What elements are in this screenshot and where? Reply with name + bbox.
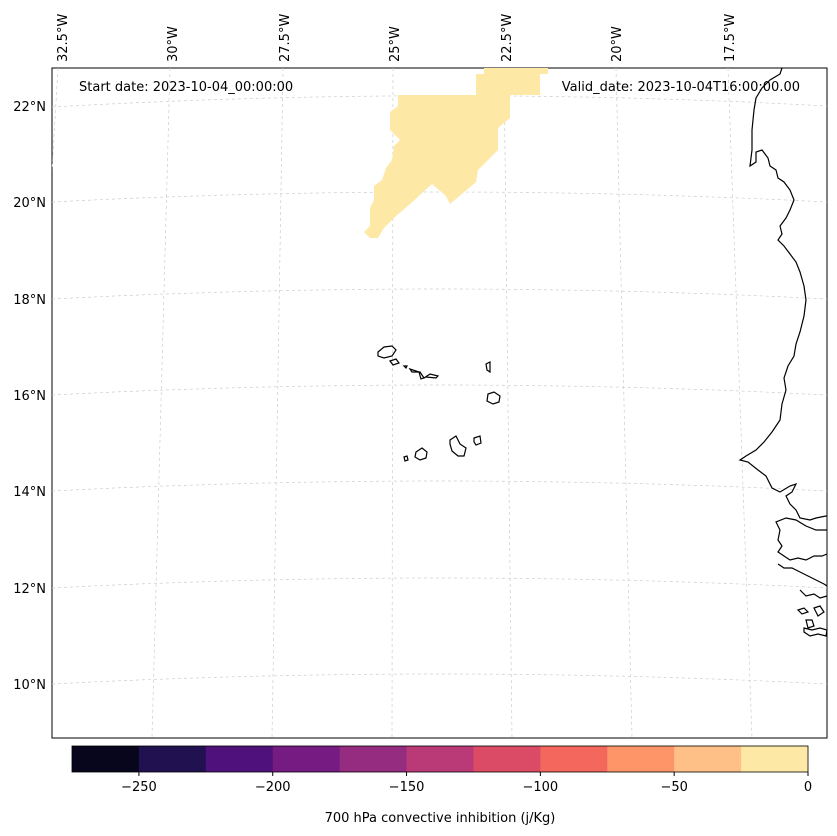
coastline-islets-2 [813,605,825,617]
colorbar-segment [607,746,675,772]
coastline-mainland [738,67,827,521]
colorbar [72,746,809,772]
colorbar-tick-label: −150 [389,780,425,795]
lat-label-14n: 14°N [13,485,46,500]
valid-date-label: Valid_date: 2023-10-04T16:00:00.00 [562,80,800,95]
meridian-25w [391,67,394,739]
colorbar-segment [272,746,341,772]
colorbar-segment [473,746,541,772]
coastline-gambia-guinea [775,517,828,561]
island-santiago [449,435,467,457]
lat-label-20n: 20°N [13,196,46,211]
lon-label-30w: 30°W [166,26,181,62]
colorbar-tick-label: −50 [660,780,687,795]
island-sao-nicolau [408,367,440,380]
coastline-islets-1 [796,607,810,615]
meridian-30w [151,67,171,739]
latitude-labels: 22°N 20°N 18°N 16°N 14°N 12°N 10°N [13,100,46,693]
gridlines [51,67,828,739]
parallel-12n [51,577,828,589]
meridian-32-5w [51,67,59,171]
lat-label-22n: 22°N [13,100,46,115]
island-boa-vista [486,391,501,405]
meridian-17-5w [727,67,753,739]
lon-label-20w: 20°W [610,26,625,62]
islands [377,345,501,462]
colorbar-segment [205,746,274,772]
meridian-27-5w [271,67,284,739]
island-santa-luzia [402,365,408,370]
colorbar-outline [71,745,809,773]
colorbar-segment [674,746,742,772]
lon-label-25w: 25°W [388,26,403,62]
colorbar-ticks: −250 −200 −150 −100 −50 0 [121,772,812,795]
colorbar-tick-label: −200 [255,780,291,795]
lon-label-32-5w: 32.5°W [56,14,71,62]
lat-label-18n: 18°N [13,293,46,308]
colorbar-label: 700 hPa convective inhibition (j/Kg) [325,811,556,826]
coastline [738,67,828,637]
colorbar-tick-label: 0 [804,780,812,795]
colorbar-segment [339,746,408,772]
meridian-20w [615,67,633,739]
parallel-22n [51,95,828,108]
colorbar-segment [72,746,140,772]
lon-label-17-5w: 17.5°W [723,14,738,62]
colorbar-tick-label: −250 [121,780,157,795]
island-brava [403,455,409,462]
lat-label-16n: 16°N [13,389,46,404]
parallel-20n [51,191,828,203]
cin-field-shape [364,68,548,238]
parallel-14n [51,480,828,492]
colorbar-segment [406,746,474,772]
coastline-bissagos [777,563,828,599]
coastline-islets-4 [803,627,828,637]
island-santo-antao [377,345,397,359]
colorbar-segment [540,746,608,772]
parallel-10n [51,673,828,685]
lon-label-22-5w: 22.5°W [500,14,515,62]
island-sao-vicente [389,358,400,366]
longitude-labels: 32.5°W 30°W 27.5°W 25°W 22.5°W 20°W 17.5… [56,14,738,62]
island-fogo [414,447,428,461]
island-maio [473,435,482,446]
lat-label-12n: 12°N [13,582,46,597]
island-sal [485,361,491,374]
parallel-16n [51,384,828,396]
colorbar-segment [138,746,207,772]
meridian-22-5w [503,67,513,739]
colorbar-segment [741,746,809,772]
start-date-label: Start date: 2023-10-04_00:00:00 [79,80,293,95]
lat-label-10n: 10°N [13,678,46,693]
coastline-islets-3 [805,619,815,629]
lon-label-27-5w: 27.5°W [278,14,293,62]
parallel-18n [51,288,828,300]
colorbar-tick-label: −100 [523,780,559,795]
